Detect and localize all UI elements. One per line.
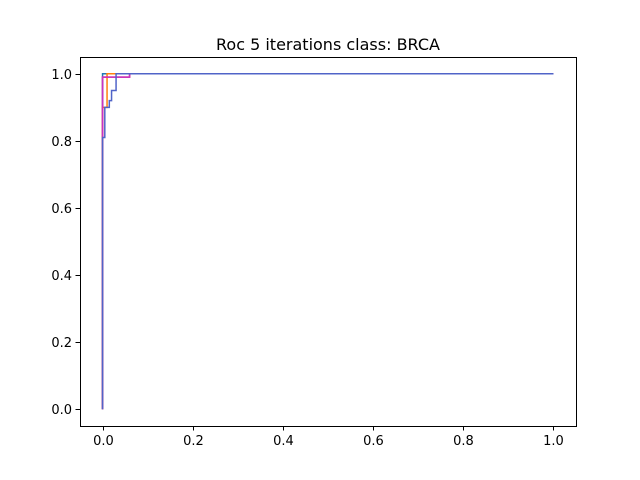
x-axis: 0.0 0.2 0.4 0.6 0.8 1.0	[93, 427, 564, 450]
y-tick-label: 0.0	[51, 403, 72, 418]
y-tick-label: 0.8	[51, 135, 72, 150]
x-tick-label: 0.2	[183, 434, 204, 449]
x-tick-label: 0.8	[453, 434, 474, 449]
x-tick-label: 1.0	[543, 434, 564, 449]
plot-lines	[103, 74, 554, 409]
axes-frame	[81, 58, 577, 427]
roc-line-1	[103, 74, 554, 409]
roc-line-4	[103, 74, 554, 409]
y-axis: 0.0 0.2 0.4 0.6 0.8 1.0	[51, 68, 80, 418]
y-tick-label: 0.6	[51, 202, 72, 217]
y-tick-label: 1.0	[51, 68, 72, 83]
x-tick-label: 0.4	[273, 434, 294, 449]
y-tick-label: 0.2	[51, 336, 72, 351]
roc-line-5	[103, 74, 554, 409]
roc-line-2	[103, 74, 554, 409]
y-tick-label: 0.4	[51, 269, 72, 284]
x-tick-label: 0.6	[363, 434, 384, 449]
chart-title: Roc 5 iterations class: BRCA	[216, 35, 440, 54]
x-tick-label: 0.0	[93, 434, 114, 449]
roc-line-3	[103, 74, 554, 409]
